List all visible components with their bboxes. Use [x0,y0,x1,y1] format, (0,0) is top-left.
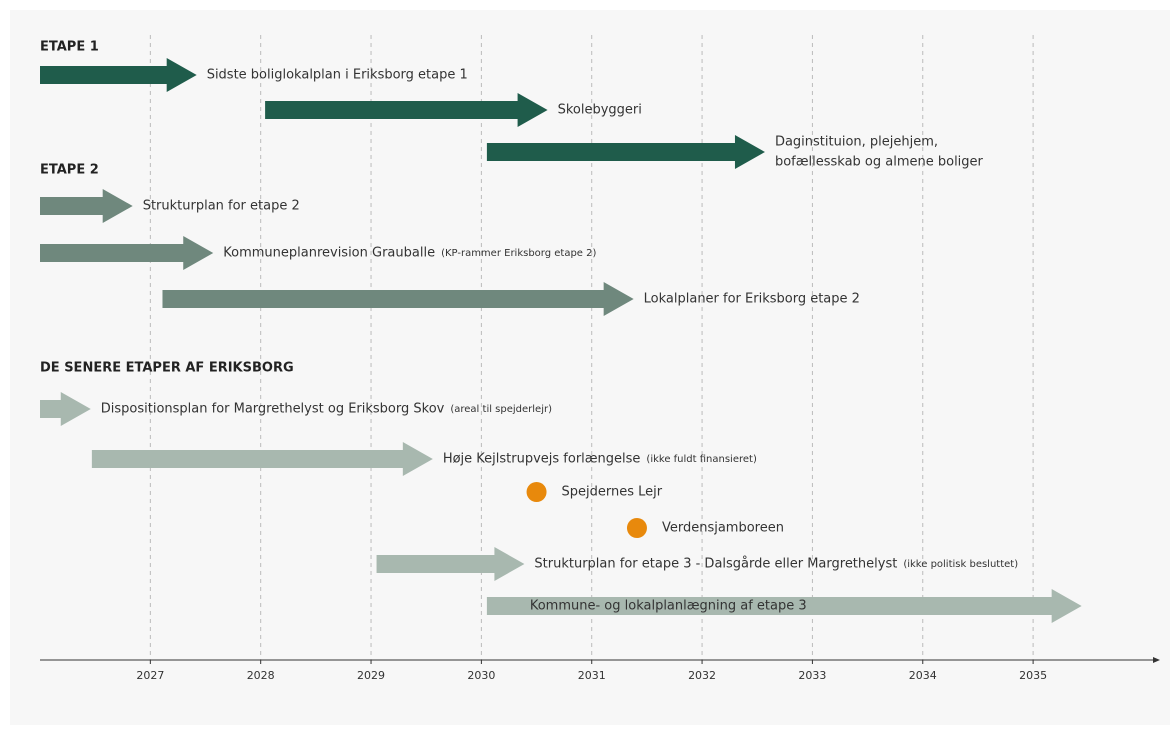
item-label: Skolebyggeri [558,103,642,118]
x-tick-label: 2027 [136,669,164,682]
arrow [40,392,91,426]
arrow [376,547,525,581]
milestone [526,482,547,502]
arrow [162,282,634,316]
section-title: ETAPE 2 [40,163,99,178]
arrow [265,93,548,127]
item-label: Spejdernes Lejr [562,485,663,500]
arrow [486,589,1082,623]
x-tick-label: 2033 [798,669,826,682]
item-label: Kommune- og lokalplanlægning af etape 3 [530,599,807,614]
item-label: Sidste boliglokalplan i Eriksborg etape … [207,68,468,83]
x-tick-label: 2030 [467,669,495,682]
section-title: DE SENERE ETAPER AF ERIKSBORG [40,361,294,376]
arrow [40,189,133,223]
item-note: (areal til spejderlejr) [450,404,552,415]
x-tick-label: 2028 [247,669,275,682]
item-label: Daginstituion, plejehjem, [775,135,938,150]
item-label: Dispositionsplan for Margrethelyst og Er… [101,402,445,417]
arrow [40,58,197,92]
item-label: Høje Kejlstrupvejs forlængelse [443,452,641,467]
x-tick-label: 2031 [578,669,606,682]
arrow [486,135,765,169]
x-tick-label: 2029 [357,669,385,682]
item-label: Kommuneplanrevision Grauballe [223,246,435,261]
x-tick-label: 2034 [909,669,937,682]
item-label: Verdensjamboreen [662,521,784,536]
item-note: (KP-rammer Eriksborg etape 2) [441,248,596,259]
item-label: bofællesskab og almene boliger [775,155,984,170]
item-label: Strukturplan for etape 3 - Dalsgårde ell… [534,557,897,572]
item-label: Lokalplaner for Eriksborg etape 2 [644,292,860,307]
item-label: Strukturplan for etape 2 [143,199,300,214]
section-title: ETAPE 1 [40,40,99,55]
x-tick-label: 2032 [688,669,716,682]
item-note: (ikke politisk besluttet) [903,559,1018,570]
milestone [626,518,647,538]
x-tick-label: 2035 [1019,669,1047,682]
axis-arrow [1153,657,1160,663]
arrow [40,236,214,270]
arrow [91,442,433,476]
item-note: (ikke fuldt finansieret) [646,454,757,465]
